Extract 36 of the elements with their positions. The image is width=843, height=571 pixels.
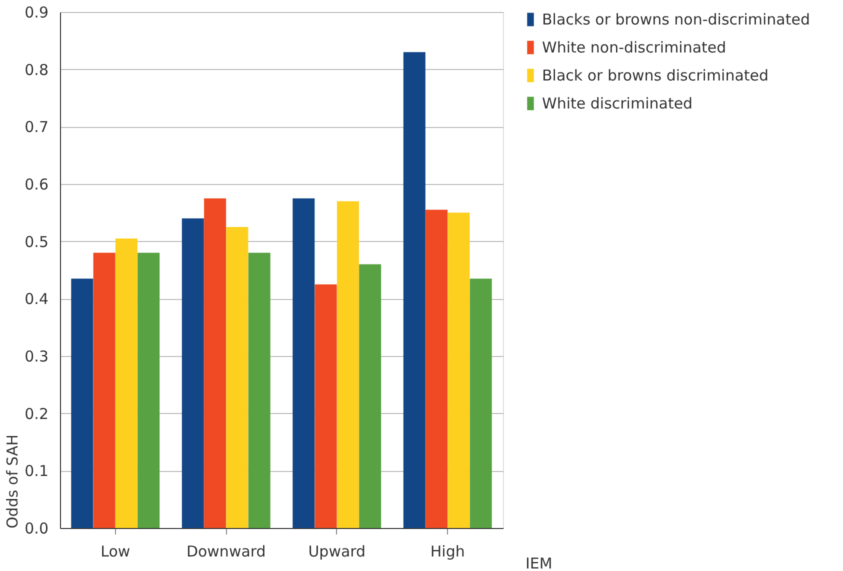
y-axis-title: Odds of SAH [4,434,22,528]
x-axis-title: IEM [526,554,552,571]
bar [71,278,94,528]
bar [93,252,116,528]
bar [359,264,382,528]
bar [204,198,226,528]
y-tick-label: 0.6 [24,176,48,194]
y-tick-label: 0.0 [24,520,48,538]
bar [248,252,270,528]
y-tick-label: 0.7 [24,118,48,136]
y-tick-label: 0.9 [24,4,48,22]
legend-label: White non-discriminated [542,38,726,56]
bar [292,198,315,528]
bar [115,238,138,528]
bar [426,210,448,528]
x-tick-label: High [430,542,465,560]
bar [470,278,492,528]
bar [314,284,337,528]
bar [448,212,470,528]
bar [226,227,248,528]
x-tick-label: Low [100,542,130,560]
y-tick-label: 0.5 [24,232,48,251]
y-tick-label: 0.8 [24,60,48,79]
legend-label: Blacks or browns non-discriminated [542,10,810,28]
y-tick-label: 0.2 [24,404,48,423]
y-tick-label: 0.3 [24,348,48,366]
y-tick-label: 0.1 [24,462,48,480]
legend-label: Black or browns discriminated [542,66,769,84]
legend-label: White discriminated [542,94,693,112]
x-tick-label: Upward [308,542,366,560]
bar [336,201,359,528]
bar [403,52,426,528]
bar [182,218,204,528]
x-tick-label: Downward [186,542,266,560]
bar [138,252,160,528]
y-tick-label: 0.4 [24,290,48,308]
